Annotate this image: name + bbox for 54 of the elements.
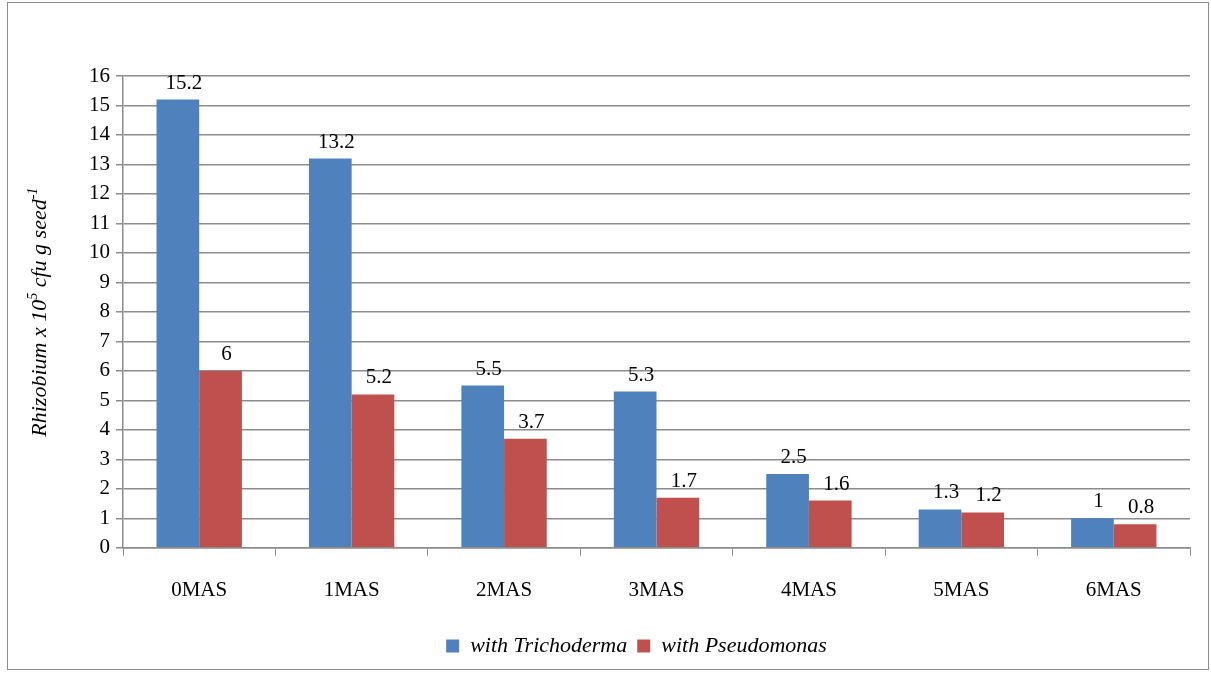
data-label: 0.8 bbox=[1128, 494, 1155, 519]
bar bbox=[156, 99, 200, 548]
data-label: 1.6 bbox=[823, 470, 850, 495]
bar bbox=[461, 385, 505, 548]
bar bbox=[351, 394, 395, 548]
bar bbox=[504, 438, 547, 548]
data-label: 5.2 bbox=[365, 364, 393, 389]
y-tick-label: 1 bbox=[99, 504, 110, 529]
y-tick-label: 15 bbox=[89, 92, 110, 116]
y-tick-label: 4 bbox=[99, 416, 111, 441]
y-tick-label: 9 bbox=[99, 268, 110, 293]
data-label: 1.2 bbox=[975, 482, 1002, 507]
data-label: 1.7 bbox=[670, 467, 697, 492]
x-tick-label: 0MAS bbox=[171, 576, 228, 601]
y-tick-label: 10 bbox=[89, 239, 110, 264]
y-tick-label: 14 bbox=[89, 121, 111, 146]
data-label: 1.3 bbox=[932, 479, 960, 504]
data-label: 5.5 bbox=[475, 355, 502, 380]
x-tick-label: 3MAS bbox=[628, 576, 685, 601]
x-tick-label: 5MAS bbox=[933, 576, 990, 601]
bar bbox=[1071, 518, 1114, 548]
bar bbox=[961, 512, 1005, 548]
data-label: 2.5 bbox=[780, 444, 807, 469]
legend-label: with Pseudomonas bbox=[661, 631, 827, 657]
y-tick-label: 13 bbox=[89, 150, 110, 175]
legend-label: with Trichoderma bbox=[470, 631, 628, 657]
bar bbox=[1113, 524, 1157, 548]
bar bbox=[656, 497, 700, 548]
x-tick-label: 6MAS bbox=[1085, 576, 1142, 601]
y-tick-label: 11 bbox=[89, 209, 110, 234]
bar bbox=[766, 474, 809, 548]
y-tick-label: 3 bbox=[99, 445, 110, 470]
bar bbox=[808, 500, 852, 548]
bar bbox=[918, 509, 962, 548]
x-tick-label: 1MAS bbox=[323, 576, 380, 601]
y-tick-label: 2 bbox=[99, 475, 110, 500]
bar bbox=[199, 370, 242, 548]
y-tick-label: 8 bbox=[99, 298, 110, 323]
data-label: 5.3 bbox=[628, 361, 655, 386]
y-tick-label: 7 bbox=[99, 327, 110, 352]
x-tick-label: 2MAS bbox=[476, 576, 533, 601]
data-label: 1 bbox=[1093, 488, 1104, 513]
y-tick-label: 12 bbox=[89, 180, 110, 205]
data-label: 15.2 bbox=[165, 69, 203, 94]
data-label: 3.7 bbox=[518, 408, 545, 433]
data-label: 6 bbox=[221, 340, 232, 365]
y-tick-label: 6 bbox=[99, 357, 110, 382]
bar bbox=[308, 158, 352, 548]
bar bbox=[613, 391, 657, 548]
data-label: 13.2 bbox=[317, 128, 355, 153]
y-tick-label: 5 bbox=[99, 386, 110, 411]
y-tick-label: 0 bbox=[99, 534, 110, 559]
y-tick-label: 16 bbox=[89, 62, 110, 87]
x-tick-label: 4MAS bbox=[780, 576, 837, 601]
